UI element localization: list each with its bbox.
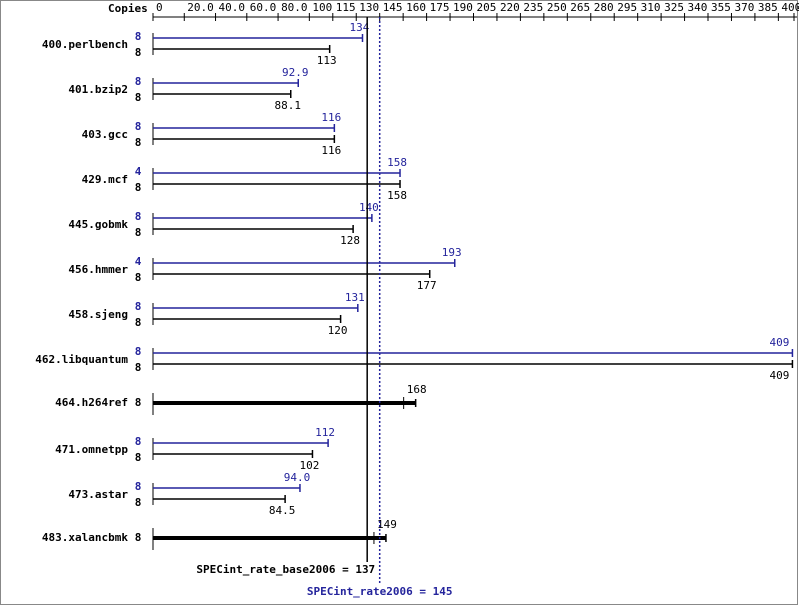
x-tick-label: 400 (781, 1, 799, 14)
benchmark-name: 429.mcf (82, 173, 128, 186)
base-value-label: 120 (328, 324, 348, 337)
x-tick-label: 325 (664, 1, 684, 14)
x-tick-label: 130 (359, 1, 379, 14)
peak-value-label: 131 (345, 291, 365, 304)
peak-value-label: 140 (359, 201, 379, 214)
benchmark-name: 464.h264ref (55, 396, 128, 409)
x-tick-label: 310 (641, 1, 661, 14)
base-value-label: 113 (317, 54, 337, 67)
benchmark-name: 400.perlbench (42, 38, 128, 51)
x-tick-label: 410 (797, 1, 799, 14)
peak-copies: 8 (135, 30, 142, 43)
peak-value-label: 158 (387, 156, 407, 169)
base-copies: 8 (135, 361, 142, 374)
base-copies: 8 (135, 271, 142, 284)
base-value-label: 84.5 (269, 504, 296, 517)
x-tick-label: 205 (477, 1, 497, 14)
peak-copies: 8 (135, 120, 142, 133)
x-tick-label: 145 (383, 1, 403, 14)
x-tick-label: 220 (500, 1, 520, 14)
peak-copies: 8 (135, 210, 142, 223)
peak-value-label: 409 (770, 336, 790, 349)
reference-label: SPECint_rate2006 = 145 (307, 585, 453, 598)
peak-copies: 8 (135, 435, 142, 448)
peak-value-label: 193 (442, 246, 462, 259)
peak-copies: 8 (135, 345, 142, 358)
peak-value-label: 92.9 (282, 66, 309, 79)
benchmark-name: 456.hmmer (68, 263, 128, 276)
base-copies: 8 (135, 136, 142, 149)
peak-copies: 4 (135, 165, 142, 178)
base-value-label: 177 (417, 279, 437, 292)
copies-header: Copies (108, 2, 148, 15)
x-tick-label: 20.0 (187, 1, 214, 14)
base-copies: 8 (135, 531, 142, 544)
x-tick-label: 265 (570, 1, 590, 14)
base-copies: 8 (135, 46, 142, 59)
base-copies: 8 (135, 451, 142, 464)
base-value-label: 116 (321, 144, 341, 157)
base-value-label: 409 (770, 369, 790, 382)
base-copies: 8 (135, 316, 142, 329)
base-value-label: 128 (340, 234, 360, 247)
base-value-label: 168 (407, 383, 427, 396)
x-tick-label: 370 (734, 1, 754, 14)
x-tick-label: 340 (688, 1, 708, 14)
peak-copies: 8 (135, 480, 142, 493)
peak-copies: 8 (135, 75, 142, 88)
base-copies: 8 (135, 226, 142, 239)
x-tick-label: 175 (430, 1, 450, 14)
benchmark-name: 401.bzip2 (68, 83, 128, 96)
peak-value-label: 116 (321, 111, 341, 124)
base-copies: 8 (135, 91, 142, 104)
x-tick-label: 40.0 (219, 1, 246, 14)
x-tick-label: 100 (312, 1, 332, 14)
x-tick-label: 355 (711, 1, 731, 14)
benchmark-name: 471.omnetpp (55, 443, 128, 456)
base-copies: 8 (135, 396, 142, 409)
x-tick-label: 235 (523, 1, 543, 14)
peak-value-label: 112 (315, 426, 335, 439)
base-value-label: 102 (300, 459, 320, 472)
x-tick-label: 115 (336, 1, 356, 14)
x-tick-label: 190 (453, 1, 473, 14)
base-copies: 8 (135, 496, 142, 509)
reference-label: SPECint_rate_base2006 = 137 (196, 563, 375, 576)
peak-value-label: 94.0 (284, 471, 311, 484)
benchmark-name: 458.sjeng (68, 308, 128, 321)
base-copies: 8 (135, 181, 142, 194)
x-tick-label: 160 (406, 1, 426, 14)
x-tick-label: 0 (156, 1, 163, 14)
benchmark-name: 462.libquantum (35, 353, 128, 366)
x-tick-label: 280 (594, 1, 614, 14)
benchmark-name: 483.xalancbmk (42, 531, 128, 544)
base-value-label: 149 (377, 518, 397, 531)
peak-copies: 8 (135, 300, 142, 313)
x-tick-label: 80.0 (281, 1, 308, 14)
peak-copies: 4 (135, 255, 142, 268)
x-tick-label: 60.0 (250, 1, 277, 14)
benchmark-name: 403.gcc (82, 128, 128, 141)
peak-value-label: 134 (350, 21, 370, 34)
x-tick-label: 250 (547, 1, 567, 14)
base-value-label: 158 (387, 189, 407, 202)
benchmark-name: 473.astar (68, 488, 128, 501)
x-tick-label: 295 (617, 1, 637, 14)
benchmark-name: 445.gobmk (68, 218, 128, 231)
x-tick-label: 385 (758, 1, 778, 14)
base-value-label: 88.1 (274, 99, 301, 112)
